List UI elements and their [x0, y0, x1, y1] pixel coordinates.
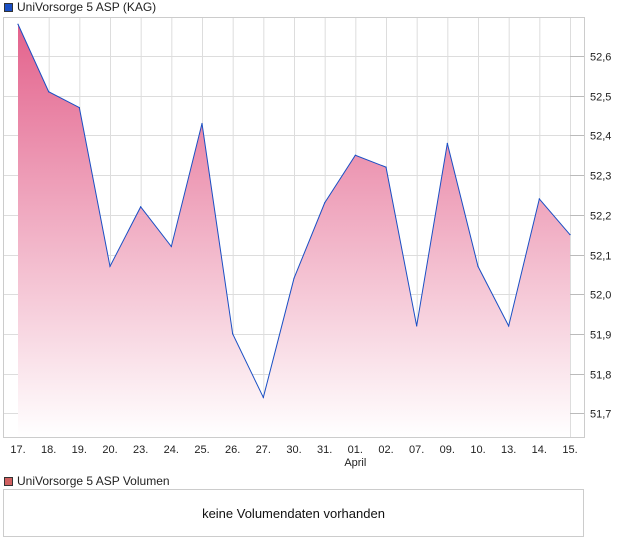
y-tick-label: 52,4 [590, 131, 611, 143]
x-tick-label: 01. [348, 444, 363, 456]
y-tick-label: 51,9 [590, 330, 611, 342]
data-point [508, 325, 510, 327]
x-tick-label: 02. [378, 444, 393, 456]
price-area [18, 24, 570, 438]
volume-panel: keine Volumendaten vorhanden [3, 489, 584, 537]
legend-swatch [4, 476, 13, 486]
data-point [354, 154, 356, 156]
data-point [140, 206, 142, 208]
y-tick-label: 51,8 [590, 370, 611, 382]
data-point [17, 23, 19, 25]
data-point [324, 202, 326, 204]
legend-label: UniVorsorge 5 ASP Volumen [17, 474, 170, 488]
y-tick-label: 52,0 [590, 290, 611, 302]
y-tick-label: 51,7 [590, 409, 611, 421]
y-tick-label: 52,6 [590, 52, 611, 64]
x-tick-label: 07. [409, 444, 424, 456]
y-tick-label: 52,3 [590, 171, 611, 183]
x-tick-label: 23. [133, 444, 148, 456]
x-tick-label: 13. [501, 444, 516, 456]
x-tick-label: 30. [286, 444, 301, 456]
x-tick-label: 24. [164, 444, 179, 456]
data-point [416, 325, 418, 327]
legend-swatch [4, 2, 13, 12]
data-point [385, 166, 387, 168]
x-tick-label: 18. [41, 444, 56, 456]
x-tick-label: 10. [470, 444, 485, 456]
data-point [201, 122, 203, 125]
plot-frame [3, 17, 585, 438]
data-point [170, 245, 172, 248]
data-point [232, 333, 234, 335]
legend-label: UniVorsorge 5 ASP (KAG) [17, 0, 157, 14]
x-tick-label: 15. [562, 444, 577, 456]
x-tick-label: 19. [72, 444, 87, 456]
x-tick-label: 31. [317, 444, 332, 456]
x-tick-label: 20. [102, 444, 117, 456]
y-tick-label: 52,5 [590, 92, 611, 104]
x-tick-label: 25. [194, 444, 209, 456]
volume-legend[interactable]: UniVorsorge 5 ASP Volumen [4, 474, 170, 488]
y-tick-label: 52,1 [590, 251, 611, 263]
x-tick-label: 17. [10, 444, 25, 456]
no-volume-message: keine Volumendaten vorhanden [202, 505, 385, 521]
data-point [538, 198, 540, 200]
data-point [48, 91, 50, 93]
x-tick-label: 26. [225, 444, 240, 456]
data-point [569, 234, 571, 236]
data-point [477, 265, 479, 268]
x-tick-label: 27. [256, 444, 271, 456]
x-tick-label: 14. [532, 444, 547, 456]
price-chart: 17. 18. 19. 20. 23. 24. 25. 26. 27. 30. 31. 01. 02. 0… [3, 17, 611, 469]
price-legend[interactable]: UniVorsorge 5 ASP (KAG) [4, 0, 156, 14]
data-point [262, 396, 264, 399]
data-point [78, 107, 80, 109]
data-point [109, 265, 111, 268]
data-point [446, 142, 448, 144]
data-point [293, 277, 295, 279]
x-tick-label: 09. [440, 444, 455, 456]
y-tick-label: 52,2 [590, 211, 611, 223]
x-month-label: April [344, 457, 366, 469]
